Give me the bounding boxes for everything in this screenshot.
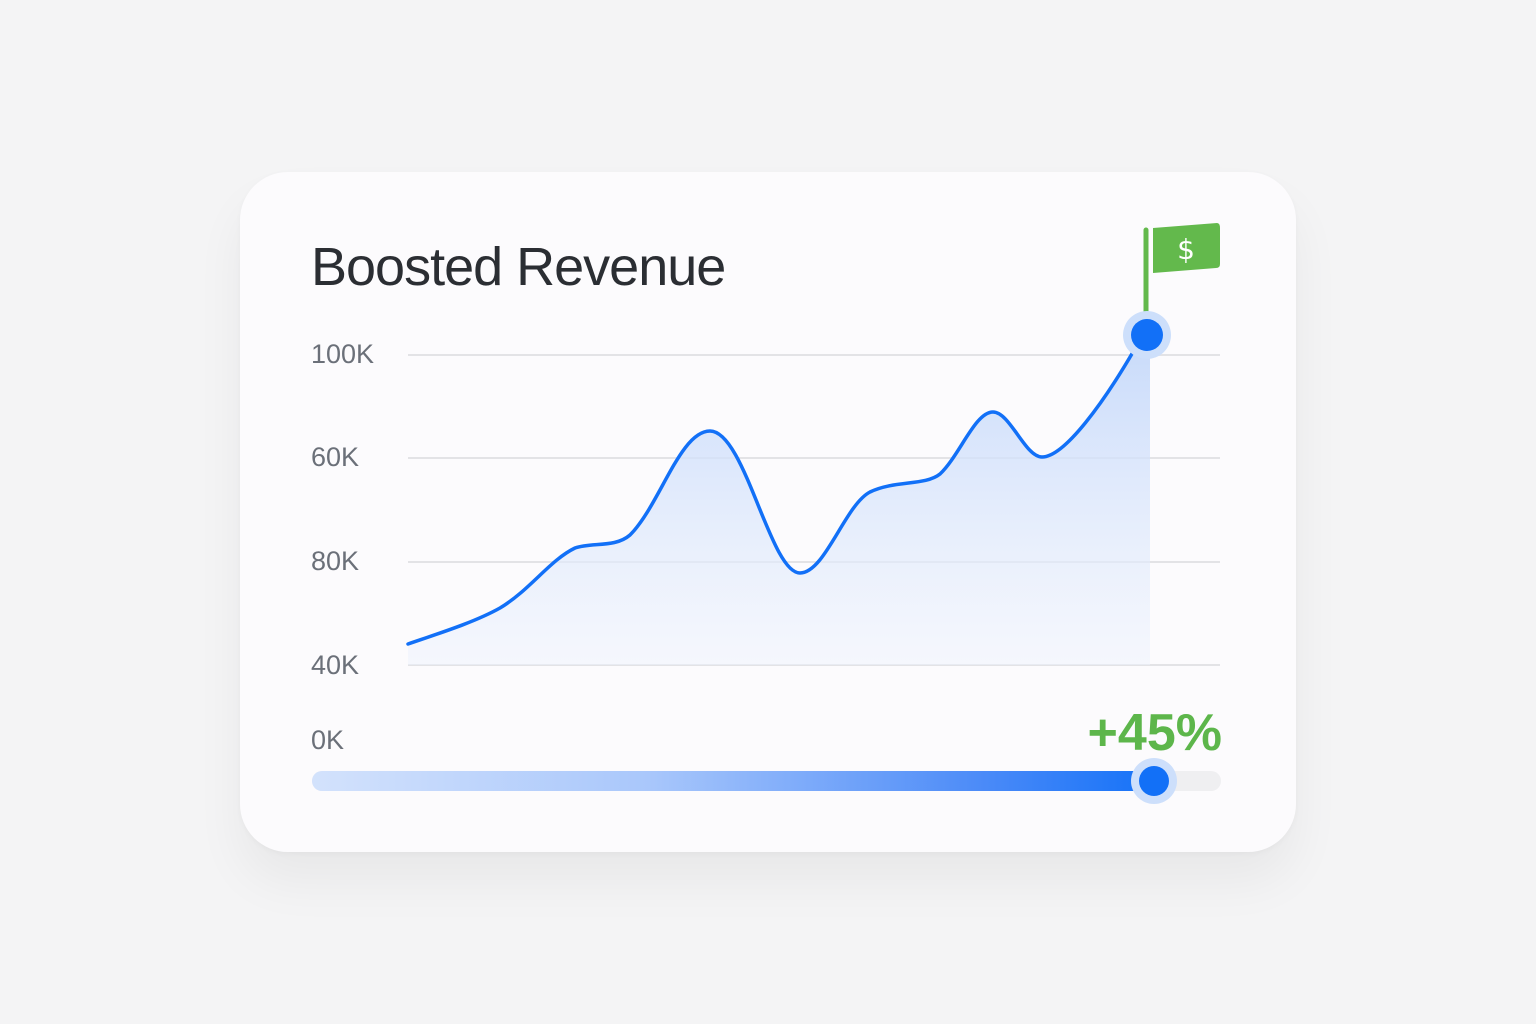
revenue-line [406,350,1135,646]
y-axis-label: 0K [311,725,345,755]
area-fill [408,335,1150,665]
growth-percent: +45% [1087,704,1222,762]
y-axis-label: 100K [311,339,375,369]
y-axis-label: 80K [311,546,360,576]
revenue-slider-thumb[interactable] [1131,758,1177,804]
endpoint-marker[interactable] [1123,311,1171,359]
revenue-slider-fill [312,771,1154,791]
revenue-slider-track[interactable] [312,771,1221,791]
y-axis-label: 60K [311,442,360,472]
svg-text:$: $ [1177,233,1195,266]
card-title: Boosted Revenue [311,237,726,297]
y-axis-label: 40K [311,650,360,680]
dollar-flag-icon: $ [1143,223,1220,321]
